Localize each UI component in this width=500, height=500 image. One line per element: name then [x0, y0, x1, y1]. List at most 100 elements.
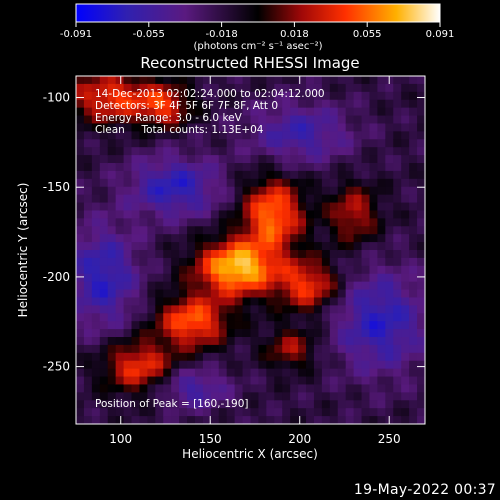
heatmap-cell [107, 202, 117, 212]
heatmap-cell [123, 305, 133, 314]
heatmap-cell [393, 218, 402, 227]
heatmap-cell [99, 91, 109, 101]
heatmap-cell [179, 99, 188, 109]
heatmap-cell [163, 186, 172, 196]
heatmap-cell [266, 76, 275, 85]
heatmap-cell [306, 170, 315, 180]
heatmap-cell [298, 408, 307, 417]
heatmap-cell [76, 147, 85, 156]
heatmap-cell [313, 281, 323, 291]
heatmap-cell [234, 99, 244, 109]
heatmap-cell [234, 416, 244, 424]
heatmap-cell [139, 344, 148, 354]
heatmap-cell [361, 76, 371, 85]
heatmap-cell [369, 297, 379, 306]
heatmap-cell [409, 352, 418, 362]
heatmap-cell [274, 115, 283, 125]
heatmap-cell [290, 131, 299, 140]
heatmap-cell [417, 99, 425, 109]
heatmap-cell [250, 344, 260, 354]
heatmap-cell [163, 400, 172, 409]
heatmap-cell [99, 99, 109, 109]
heatmap-cell [202, 131, 212, 140]
heatmap-cell [401, 416, 410, 424]
heatmap-cell [377, 139, 386, 148]
heatmap-cell [321, 210, 331, 219]
heatmap-cell [329, 218, 339, 227]
heatmap-cell [321, 170, 331, 180]
heatmap-cell [409, 329, 418, 338]
heatmap-cell [298, 352, 307, 362]
heatmap-cell [290, 91, 299, 101]
heatmap-cell [385, 210, 394, 219]
heatmap-cell [409, 170, 418, 180]
heatmap-cell [298, 170, 307, 180]
heatmap-cell [202, 99, 212, 109]
heatmap-cell [321, 250, 331, 259]
heatmap-cell [242, 202, 252, 212]
heatmap-cell [163, 155, 172, 164]
heatmap-cell [91, 368, 101, 378]
heatmap-cell [290, 368, 299, 378]
heatmap-cell [369, 368, 379, 378]
heatmap-cell [377, 384, 386, 393]
heatmap-cell [321, 392, 331, 401]
heatmap-cell [83, 416, 93, 424]
heatmap-cell [274, 91, 283, 101]
heatmap-cell [417, 297, 425, 306]
heatmap-cell [401, 384, 410, 393]
heatmap-cell [123, 123, 133, 132]
heatmap-cell [329, 416, 339, 424]
heatmap-cell [337, 337, 347, 346]
heatmap-cell [313, 384, 323, 393]
heatmap-cell [417, 163, 425, 172]
heatmap-cell [274, 368, 283, 378]
heatmap-cell [147, 218, 156, 227]
heatmap-cell [179, 344, 188, 354]
heatmap-cell [258, 123, 267, 132]
heatmap-cell [171, 194, 180, 204]
heatmap-cell [298, 107, 307, 117]
heatmap-cell [139, 139, 148, 148]
heatmap-cell [210, 99, 220, 109]
heatmap-cell [361, 163, 371, 172]
heatmap-cell [107, 368, 117, 378]
heatmap-cell [250, 170, 260, 180]
heatmap-cell [361, 352, 371, 362]
heatmap-cell [107, 147, 117, 156]
heatmap-cell [131, 99, 141, 109]
heatmap-cell [131, 329, 141, 338]
heatmap-cell [242, 91, 252, 101]
heatmap-cell [329, 123, 339, 132]
heatmap-cell [147, 210, 156, 219]
heatmap-cell [83, 281, 93, 291]
heatmap-cell [210, 210, 220, 219]
heatmap-cell [179, 313, 188, 322]
heatmap-cell [353, 99, 363, 109]
heatmap-cell [266, 273, 275, 283]
heatmap-cell [226, 305, 236, 314]
heatmap-cell [155, 123, 164, 132]
heatmap-cell [266, 170, 275, 180]
heatmap-cell [218, 178, 228, 188]
heatmap-cell [187, 297, 196, 306]
heatmap-cell [329, 99, 339, 109]
y-tick-label: -200 [43, 270, 70, 284]
heatmap-cell [393, 139, 402, 148]
heatmap-cell [226, 344, 236, 354]
heatmap-cell [234, 384, 244, 393]
heatmap-cell [155, 360, 164, 370]
heatmap-cell [131, 344, 141, 354]
heatmap-cell [179, 321, 188, 330]
heatmap-cell [115, 131, 125, 140]
heatmap-cell [266, 337, 275, 346]
heatmap-cell [266, 376, 275, 386]
heatmap-cell [242, 139, 252, 148]
heatmap-cell [242, 178, 252, 188]
heatmap-cell [187, 352, 196, 362]
heatmap-cell [313, 163, 323, 172]
heatmap-cell [234, 344, 244, 354]
heatmap-cell [147, 408, 156, 417]
heatmap-cell [179, 218, 188, 227]
heatmap-cell [171, 337, 180, 346]
